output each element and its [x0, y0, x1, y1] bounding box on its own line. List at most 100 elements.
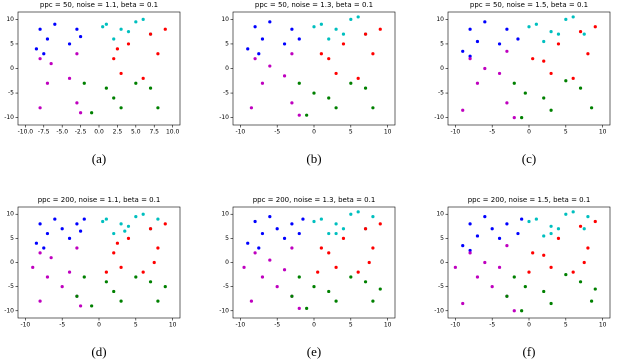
- x-tick-label: -7.5: [38, 129, 50, 136]
- point: [268, 64, 272, 68]
- point: [490, 227, 494, 231]
- point: [253, 219, 257, 224]
- point: [260, 81, 265, 85]
- point: [156, 246, 160, 250]
- point: [505, 101, 509, 105]
- point: [523, 285, 527, 289]
- point: [282, 42, 287, 46]
- caption: (e): [307, 344, 321, 359]
- point: [341, 32, 346, 36]
- point: [549, 71, 553, 76]
- y-tick-label: 0: [10, 65, 14, 72]
- point: [268, 215, 272, 219]
- point: [327, 37, 331, 41]
- point: [319, 246, 323, 250]
- x-tick-label: 10.0: [166, 129, 180, 136]
- point: [82, 275, 86, 279]
- point: [556, 32, 561, 36]
- point: [249, 106, 254, 110]
- point: [34, 241, 39, 245]
- point: [453, 265, 457, 269]
- point: [67, 270, 72, 274]
- point: [112, 251, 116, 255]
- point: [367, 260, 371, 265]
- point: [593, 219, 597, 224]
- chart-title: ppc = 50, noise = 1.5, beta = 0.1: [470, 1, 588, 9]
- caption: (c): [522, 151, 536, 166]
- point: [497, 265, 502, 269]
- point: [156, 52, 160, 56]
- point: [249, 299, 254, 303]
- point: [475, 39, 480, 44]
- point: [334, 71, 338, 76]
- point: [141, 270, 145, 274]
- y-tick-label: -10: [4, 114, 14, 121]
- y-tick-label: 5: [440, 40, 444, 47]
- point: [75, 294, 79, 298]
- point: [282, 236, 287, 240]
- x-tick-label: -10: [20, 322, 30, 329]
- point: [148, 227, 153, 231]
- chart-title: ppc = 50, noise = 1.1, beta = 0.1: [40, 1, 158, 9]
- point: [126, 236, 131, 240]
- x-tick-label: 10: [384, 129, 392, 136]
- y-tick-label: -5: [223, 283, 229, 290]
- x-tick-label: -2.5: [75, 129, 87, 136]
- point: [75, 52, 79, 56]
- point: [475, 275, 480, 279]
- point: [31, 265, 35, 269]
- x-tick-label: 10: [169, 322, 177, 329]
- point: [38, 57, 42, 61]
- point: [349, 212, 353, 216]
- point: [38, 27, 42, 31]
- point: [523, 91, 527, 95]
- point: [483, 20, 487, 24]
- y-tick-label: -5: [438, 283, 444, 290]
- point: [260, 275, 265, 279]
- point: [290, 52, 294, 56]
- chart-title: ppc = 50, noise = 1.3, beta = 0.1: [255, 1, 373, 9]
- point: [531, 57, 535, 61]
- x-tick-label: 5: [564, 129, 568, 136]
- point: [483, 260, 487, 265]
- x-tick-label: -5: [489, 322, 495, 329]
- point: [564, 17, 568, 21]
- point: [327, 96, 331, 100]
- x-tick-label: -10: [450, 129, 460, 136]
- point: [516, 231, 520, 236]
- point: [34, 47, 39, 51]
- point: [134, 215, 138, 219]
- point: [123, 229, 127, 233]
- point: [468, 57, 472, 61]
- x-tick-label: 5: [349, 129, 353, 136]
- point: [260, 231, 265, 236]
- x-tick-label: 5: [349, 322, 353, 329]
- y-tick-label: -5: [223, 90, 229, 97]
- point: [82, 217, 86, 221]
- point: [468, 222, 472, 226]
- point: [104, 86, 108, 90]
- point: [312, 285, 316, 289]
- point: [152, 260, 156, 265]
- point: [78, 34, 83, 39]
- x-tick-label: -5.0: [56, 129, 68, 136]
- point: [42, 246, 46, 250]
- point: [297, 275, 301, 279]
- point: [305, 306, 309, 310]
- point: [242, 265, 246, 269]
- point: [571, 15, 575, 19]
- x-tick-label: 2.5: [113, 129, 123, 136]
- point: [356, 15, 360, 19]
- point: [356, 210, 360, 214]
- x-tick-label: 10: [599, 322, 607, 329]
- point: [301, 217, 305, 221]
- point: [319, 52, 323, 56]
- point: [461, 244, 465, 248]
- point: [290, 294, 294, 298]
- point: [134, 81, 138, 85]
- y-tick-label: 5: [10, 40, 14, 47]
- x-tick-label: -10: [235, 129, 245, 136]
- point: [512, 116, 516, 120]
- y-tick-label: -5: [8, 90, 14, 97]
- point: [75, 246, 79, 250]
